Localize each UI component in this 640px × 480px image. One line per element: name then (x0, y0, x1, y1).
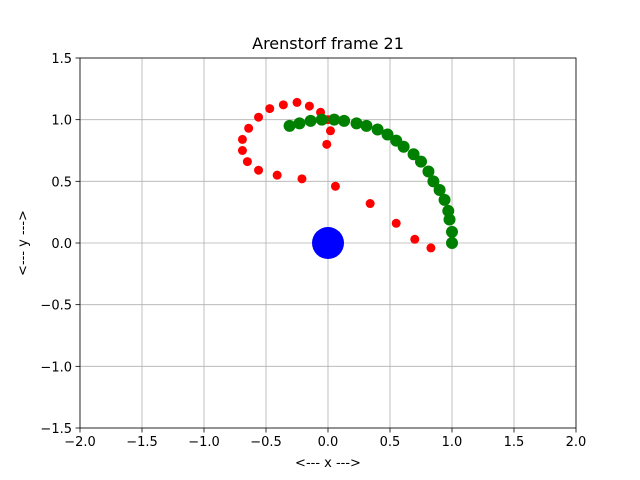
x-tick-label: −0.5 (250, 435, 282, 450)
scatter-point (442, 204, 455, 217)
scatter-point (312, 227, 344, 259)
scatter-point (322, 139, 332, 149)
y-tick-label: 0.5 (51, 175, 72, 190)
scatter-point (360, 119, 373, 132)
scatter-point (297, 174, 307, 184)
scatter-point (237, 146, 247, 155)
scatter-point (237, 134, 247, 144)
y-tick-label: 0.0 (51, 237, 72, 252)
x-tick-label: 2.0 (566, 435, 587, 450)
scatter-point (330, 181, 340, 191)
x-tick-label: 0.0 (318, 435, 339, 450)
y-tick-label: −1.5 (40, 422, 72, 437)
x-tick-label: −2.0 (64, 435, 96, 450)
x-tick-label: 0.5 (380, 435, 401, 450)
scatter-point (390, 134, 403, 147)
y-tick-label: 1.5 (51, 52, 72, 67)
x-tick-label: 1.0 (442, 435, 463, 450)
scatter-point (426, 243, 436, 253)
scatter-point (438, 193, 451, 206)
scatter-point (254, 112, 264, 122)
scatter-point (293, 117, 306, 130)
scatter-point (283, 119, 296, 132)
x-tick-label: −1.5 (126, 435, 158, 450)
scatter-point (410, 234, 420, 244)
x-tick-label: −1.0 (188, 435, 220, 450)
y-axis-label: <--- y ---> (16, 210, 31, 276)
scatter-point (292, 97, 302, 107)
scatter-point (272, 170, 282, 180)
scatter-point (328, 113, 341, 126)
scatter-point (350, 117, 363, 130)
scatter-point (304, 101, 314, 111)
chart-title: Arenstorf frame 21 (252, 34, 404, 53)
scatter-point (254, 165, 264, 175)
scatter-point (242, 157, 252, 167)
plot-frame (79, 57, 577, 429)
y-tick-label: 1.0 (51, 114, 72, 129)
x-tick-label: 1.5 (504, 435, 525, 450)
scatter-point (265, 104, 275, 114)
scatter-point (315, 113, 328, 126)
x-axis-label: <--- x ---> (295, 456, 361, 471)
scatter-point (391, 218, 401, 228)
scatter-point (365, 199, 375, 209)
scatter-point (278, 100, 288, 110)
scatter-point (407, 148, 420, 161)
scatter-point (446, 225, 458, 238)
scatter-point (371, 123, 384, 136)
y-tick-label: −0.5 (40, 299, 72, 314)
scatter-point (381, 128, 394, 141)
scatter-point (338, 114, 351, 127)
scatter-point (446, 237, 458, 249)
scatter-point (304, 114, 317, 127)
scatter-point (244, 123, 254, 133)
scatter-point (325, 126, 335, 136)
scatter-point (433, 183, 446, 196)
scatter-point (427, 175, 440, 188)
scatter-point (415, 155, 427, 168)
scatter-point (422, 165, 435, 178)
y-tick-label: −1.0 (40, 360, 72, 375)
